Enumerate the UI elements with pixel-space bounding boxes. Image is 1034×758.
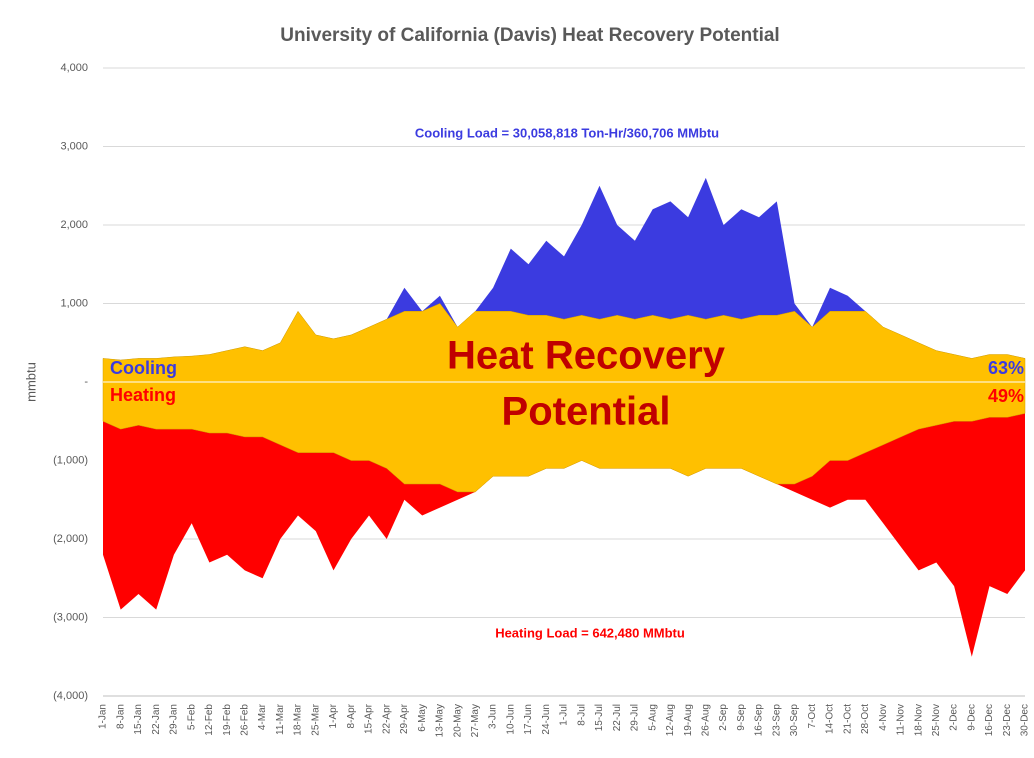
y-axis-label: mmbtu	[23, 362, 38, 402]
x-tick-label: 20-May	[452, 704, 463, 737]
cooling-load-label: Cooling Load = 30,058,818 Ton-Hr/360,706…	[415, 125, 719, 140]
x-tick-label: 24-Jun	[541, 704, 552, 735]
x-tick-label: 4-Nov	[878, 704, 889, 731]
x-tick-label: 26-Aug	[700, 704, 711, 736]
x-tick-label: 2-Dec	[949, 704, 960, 731]
y-tick-label: -	[84, 376, 88, 388]
heating-pct: 49%	[988, 386, 1024, 406]
x-tick-label: 15-Jul	[594, 704, 605, 731]
x-tick-label: 19-Feb	[222, 704, 233, 736]
x-tick-label: 22-Jul	[612, 704, 623, 731]
x-tick-label: 18-Mar	[293, 703, 304, 735]
y-tick-label: (2,000)	[53, 533, 88, 545]
y-tick-label: (1,000)	[53, 454, 88, 466]
x-tick-label: 4-Mar	[257, 703, 268, 730]
x-tick-label: 5-Feb	[186, 704, 197, 731]
x-tick-label: 30-Dec	[1020, 704, 1031, 736]
center-label: Heat Recovery	[447, 334, 726, 378]
x-tick-label: 16-Dec	[984, 704, 995, 736]
legend-cooling: Cooling	[110, 358, 177, 378]
x-tick-label: 10-Jun	[505, 704, 516, 735]
x-tick-label: 17-Jun	[523, 704, 534, 735]
x-tick-label: 27-May	[470, 704, 481, 737]
x-tick-label: 12-Aug	[665, 704, 676, 736]
recovery-area-up	[102, 303, 1026, 383]
x-tick-label: 1-Jan	[98, 704, 109, 729]
y-tick-label: 3,000	[60, 140, 88, 152]
x-tick-label: 1-Apr	[328, 703, 339, 728]
x-tick-label: 2-Sep	[718, 704, 729, 731]
x-tick-label: 9-Dec	[966, 704, 977, 731]
x-tick-label: 9-Sep	[736, 704, 747, 731]
x-tick-label: 25-Mar	[310, 703, 321, 735]
legend-heating: Heating	[110, 385, 176, 405]
x-tick-label: 14-Oct	[825, 704, 836, 734]
x-tick-label: 29-Jul	[630, 704, 641, 731]
center-label: Potential	[502, 390, 671, 434]
y-tick-label: 4,000	[60, 62, 88, 74]
y-tick-label: 2,000	[60, 219, 88, 231]
x-tick-label: 5-Aug	[647, 704, 658, 731]
x-tick-label: 29-Jan	[169, 704, 180, 735]
x-tick-label: 11-Mar	[275, 703, 286, 735]
x-tick-label: 6-May	[417, 704, 428, 732]
x-tick-label: 28-Oct	[860, 704, 871, 734]
x-tick-label: 8-Jan	[115, 704, 126, 729]
x-tick-label: 23-Sep	[771, 704, 782, 737]
x-tick-label: 18-Nov	[913, 704, 924, 736]
recovery-area-down	[102, 381, 1026, 493]
x-tick-label: 11-Nov	[896, 704, 907, 736]
x-tick-label: 26-Feb	[239, 704, 250, 736]
x-tick-label: 23-Dec	[1002, 704, 1013, 736]
x-tick-label: 22-Apr	[381, 703, 392, 734]
x-tick-label: 16-Sep	[754, 704, 765, 737]
x-tick-label: 8-Apr	[346, 703, 357, 728]
x-tick-label: 3-Jun	[488, 704, 499, 729]
cooling-pct: 63%	[988, 358, 1024, 378]
y-tick-label: (3,000)	[53, 611, 88, 623]
x-tick-label: 29-Apr	[399, 703, 410, 734]
x-tick-label: 22-Jan	[151, 704, 162, 735]
x-tick-label: 19-Aug	[683, 704, 694, 736]
chart-title: University of California (Davis) Heat Re…	[280, 25, 779, 46]
heating-load-label: Heating Load = 642,480 MMbtu	[495, 625, 685, 640]
x-tick-label: 12-Feb	[204, 704, 215, 736]
y-tick-label: (4,000)	[53, 690, 88, 702]
x-tick-label: 15-Apr	[364, 703, 375, 734]
x-tick-label: 21-Oct	[842, 704, 853, 734]
x-tick-label: 1-Jul	[559, 704, 570, 726]
x-tick-label: 15-Jan	[133, 704, 144, 735]
x-tick-label: 25-Nov	[931, 704, 942, 736]
x-tick-label: 7-Oct	[807, 704, 818, 729]
y-tick-label: 1,000	[60, 297, 88, 309]
x-tick-label: 30-Sep	[789, 704, 800, 737]
x-tick-label: 8-Jul	[576, 704, 587, 726]
x-tick-label: 13-May	[435, 704, 446, 737]
